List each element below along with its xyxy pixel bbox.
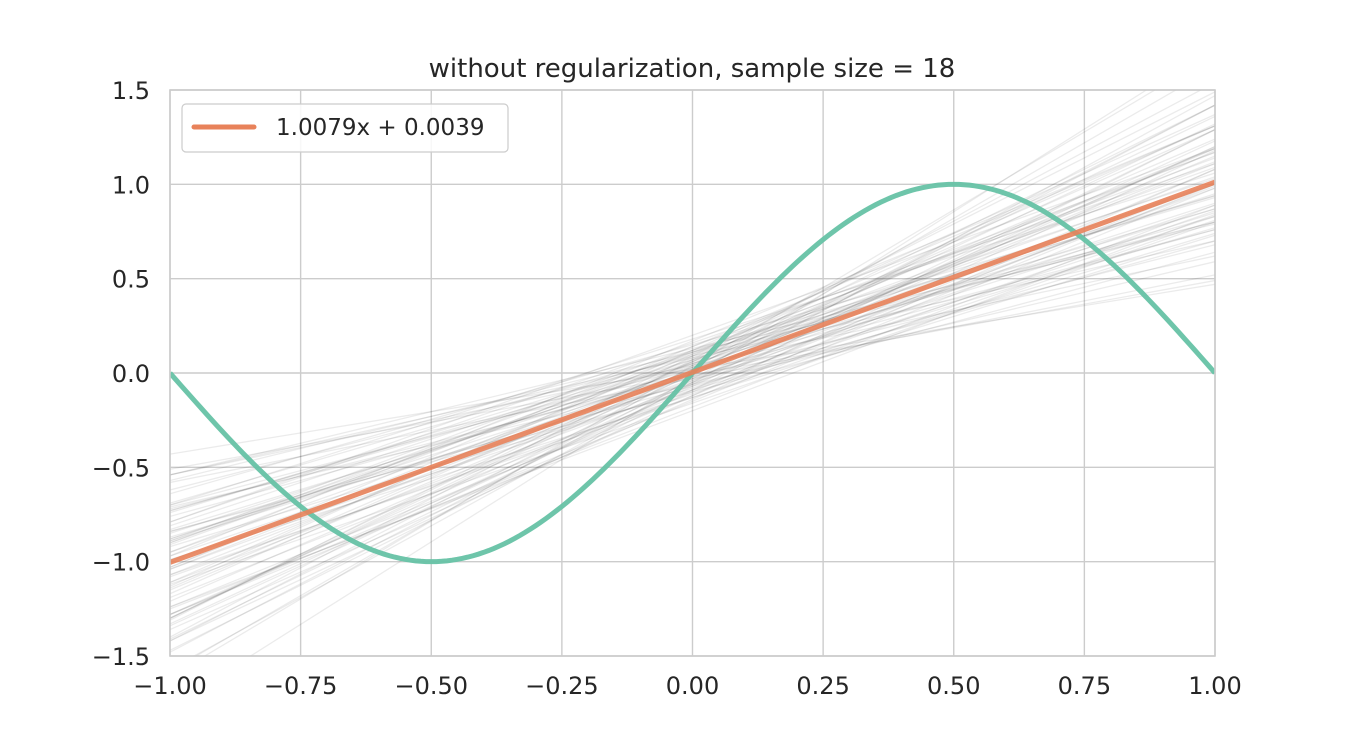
y-tick-labels: −1.5 −1.0 −0.5 0.0 0.5 1.0 1.5 [92,77,150,671]
x-tick-label: 0.25 [796,672,849,700]
sampled-fit-line [170,240,1215,476]
x-tick-label: 0.75 [1058,672,1111,700]
sampled-fit-line [203,90,1157,656]
sampled-fit-line [192,95,1215,656]
sampled-fit-line [170,227,1215,538]
legend: 1.0079x + 0.0039 [181,103,509,153]
sampled-fit-line [170,129,1215,651]
y-tick-label: 0.0 [112,360,150,388]
sampled-fit-line [170,274,1215,484]
y-tick-label: −0.5 [92,454,150,482]
sampled-fit-line [170,104,1215,619]
sampled-fit-line [170,125,1215,568]
sampled-fit-line [170,261,1215,508]
sampled-fit-line [170,223,1215,482]
x-tick-label: −0.50 [394,672,468,700]
sampled-fit-line [170,178,1215,527]
chart-title: without regularization, sample size = 18 [429,54,956,84]
sampled-fit-line [170,151,1215,542]
sampled-fit-line [170,210,1215,578]
sampled-fit-line [170,157,1215,544]
sampled-fit-line [170,215,1215,561]
y-tick-label: −1.5 [92,643,150,671]
sampled-fit-line [170,162,1215,523]
legend-box [181,103,509,153]
sampled-fit-line [170,90,1203,638]
y-tick-label: −1.0 [92,549,150,577]
sampled-fit-line [170,251,1215,533]
sampled-fit-line [170,104,1215,653]
sampled-fit-line [170,232,1215,548]
sampled-fit-line [170,195,1215,514]
sampled-fit-line [170,146,1215,627]
y-tick-label: 1.0 [112,171,150,199]
sampled-fit-line [170,172,1215,506]
sampled-fit-line [170,219,1215,576]
main-series [170,179,1215,565]
sampled-fit-line [170,166,1215,546]
sampled-fit-line [170,221,1215,585]
sampled-fit-line [170,113,1215,587]
plot-frame [169,89,1216,657]
sampled-fit-line [170,204,1215,610]
sampled-fit-line [170,176,1215,544]
mean-fit-line [170,179,1215,565]
sampled-fit-line [170,129,1215,640]
sampled-fit-line [170,138,1215,589]
sampled-fit-line [170,185,1215,584]
sampled-fit-line [170,196,1215,504]
sampled-fit-line [170,208,1215,512]
sampled-fit-line [170,240,1215,533]
sampled-fit-line [170,221,1215,491]
sampled-fit-line [170,228,1215,506]
sampled-fit-line [170,193,1215,534]
x-tick-label: −0.25 [525,672,599,700]
sampled-fit-line [170,187,1215,616]
sampled-fit-line [170,91,1215,621]
sampled-fit-lines [170,90,1215,656]
sampled-fit-line [170,125,1215,584]
sampled-fit-line [170,221,1215,476]
legend-label: 1.0079x + 0.0039 [276,115,484,141]
sampled-fit-line [170,187,1215,570]
y-tick-label: 0.5 [112,266,150,294]
sampled-fit-line [170,140,1215,625]
x-tick-labels: −1.00 −0.75 −0.50 −0.25 0.00 0.25 0.50 0.75 1.00 [133,672,1241,700]
sampled-fit-line [170,213,1215,608]
x-tick-label: 0.50 [927,672,980,700]
sampled-fit-line [170,234,1215,561]
sampled-fit-line [170,255,1215,476]
sampled-fit-line [170,181,1215,599]
y-tick-label: 1.5 [112,77,150,105]
sampled-fit-line [170,125,1215,557]
sampled-fit-line [170,151,1215,553]
x-tick-label: −1.00 [133,672,207,700]
x-tick-label: −0.75 [264,672,338,700]
sampled-fit-line [170,149,1215,642]
sampled-fit-line [170,215,1215,512]
x-tick-label: 1.00 [1188,672,1241,700]
x-tick-label: 0.00 [666,672,719,700]
